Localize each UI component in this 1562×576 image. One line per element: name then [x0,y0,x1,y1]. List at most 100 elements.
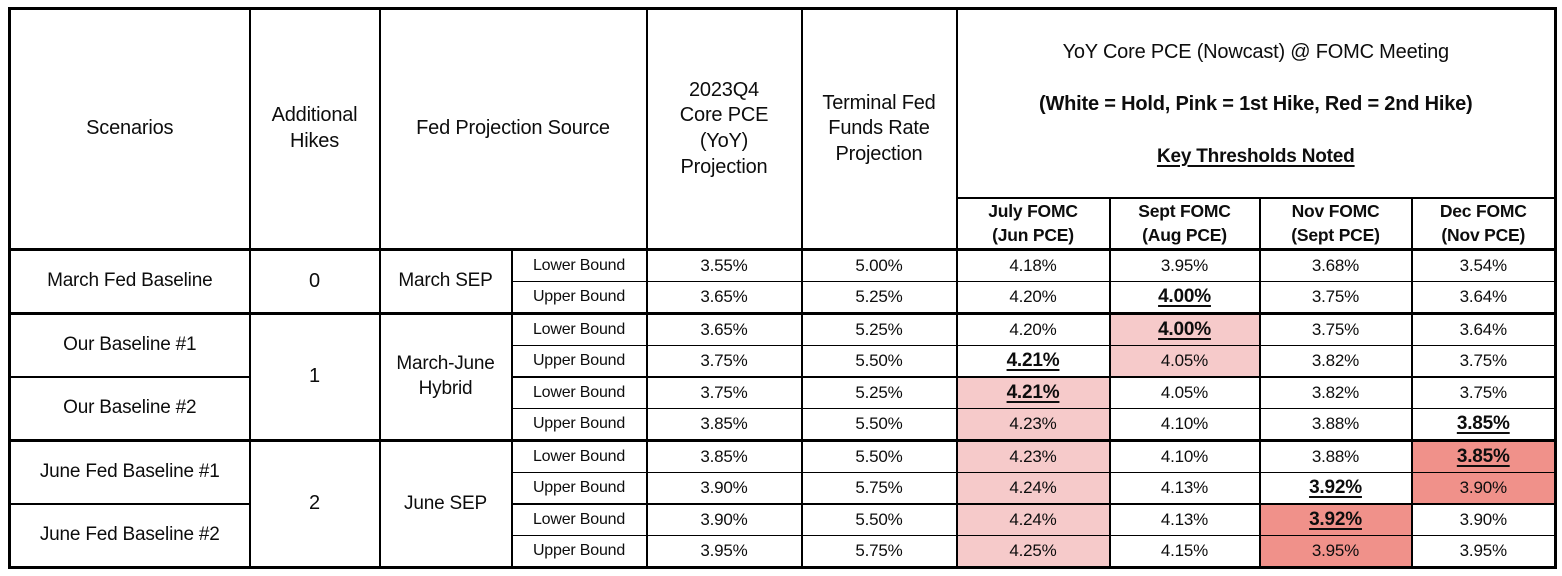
table-body: March Fed Baseline 0 March SEP Lower Bound 3… [8,247,1557,568]
table-row: June Fed Baseline #2 Lower Bound 3.90% 5.50… [8,502,1557,568]
terminal-rate-cell: 5.50% [800,344,958,378]
fomc-cell-july: 4.18% [955,247,1111,282]
terminal-rate-cell: 5.75% [800,534,958,568]
table-row: Our Baseline #1 1 March-June Hybrid Lower B… [8,311,1557,441]
fomc-cell-sept: 4.05% [1108,344,1261,378]
fomc-cell-dec: 3.64% [1410,311,1557,346]
fomc-cell-nov: 3.68% [1258,247,1413,282]
fomc-cell-sept: 4.00% [1108,280,1261,314]
fomc-cell-july: 4.21% [955,375,1111,409]
nowcast-thresholds-note: Key Thresholds Noted [1156,145,1355,167]
bound-cell: Upper Bound [510,534,648,568]
bound-cell: Lower Bound [510,438,648,473]
fomc-cell-sept: 4.05% [1108,375,1261,409]
bound-cell: Lower Bound [510,311,648,346]
col-header-terminal-rate: Terminal Fed Funds Rate Projection [800,7,958,251]
fomc-cell-sept: 4.10% [1108,438,1261,473]
col-header-nov-fomc: Nov FOMC (Sept PCE) [1258,196,1413,251]
table-row: March Fed Baseline 0 March SEP Lower Bound 3… [8,247,1557,314]
bound-cell: Upper Bound [510,344,648,378]
fomc-cell-dec: 3.90% [1410,502,1557,536]
scenario-cell: March Fed Baseline [8,247,251,314]
fomc-cell-dec: 3.85% [1410,407,1557,441]
bound-cell: Upper Bound [510,407,648,441]
scenario-cell: Our Baseline #2 [8,375,251,441]
projection-source-cell: March SEP [378,247,513,314]
core-pce-cell: 3.65% [645,311,803,346]
fomc-cell-sept: 4.15% [1108,534,1261,568]
fomc-cell-july: 4.25% [955,534,1111,568]
col-header-july-fomc: July FOMC (Jun PCE) [955,196,1111,251]
table-row: June Fed Baseline #1 2 June SEP Lower Bound… [8,438,1557,568]
additional-hikes-cell: 0 [248,247,381,314]
fomc-cell-sept: 4.10% [1108,407,1261,441]
fomc-cell-nov: 3.75% [1258,280,1413,314]
fomc-cell-dec: 3.75% [1410,344,1557,378]
core-pce-cell: 3.95% [645,534,803,568]
core-pce-cell: 3.75% [645,375,803,409]
fomc-cell-july: 4.24% [955,502,1111,536]
fomc-cell-july: 4.20% [955,311,1111,346]
table-row: Upper Bound 3.85% 5.50% 4.23% 4.10% 3.88% 3.85… [10,407,1557,441]
terminal-rate-cell: 5.50% [800,502,958,536]
bound-cell: Upper Bound [510,280,648,314]
terminal-rate-cell: 5.75% [800,471,958,505]
fomc-cell-dec: 3.54% [1410,247,1557,282]
col-header-fed-projection-source: Fed Projection Source [378,7,648,251]
projection-source-cell: June SEP [378,438,513,568]
core-pce-cell: 3.55% [645,247,803,282]
nowcast-title: YoY Core PCE (Nowcast) @ FOMC Meeting [1062,40,1450,63]
fomc-cell-nov: 3.75% [1258,311,1413,346]
col-header-core-pce-projection: 2023Q4 Core PCE (YoY) Projection [645,7,803,251]
scenario-cell: June Fed Baseline #2 [8,502,251,568]
col-header-dec-fomc: Dec FOMC (Nov PCE) [1410,196,1557,251]
fomc-cell-july: 4.20% [955,280,1111,314]
terminal-rate-cell: 5.50% [800,438,958,473]
fomc-cell-sept: 4.13% [1108,471,1261,505]
col-header-additional-hikes: Additional Hikes [248,7,381,251]
fomc-cell-dec: 3.75% [1410,375,1557,409]
fomc-cell-dec: 3.95% [1410,534,1557,568]
projection-source-cell: March-June Hybrid [378,311,513,441]
fomc-cell-sept: 4.13% [1108,502,1261,536]
fomc-cell-july: 4.23% [955,438,1111,473]
additional-hikes-cell: 2 [248,438,381,568]
fomc-cell-dec: 3.64% [1410,280,1557,314]
terminal-rate-cell: 5.25% [800,280,958,314]
scenario-cell: June Fed Baseline #1 [8,438,251,505]
nowcast-color-legend: (White = Hold, Pink = 1st Hike, Red = 2n… [1039,92,1473,115]
terminal-rate-cell: 5.25% [800,375,958,409]
bound-cell: Lower Bound [510,502,648,536]
col-header-nowcast-group: YoY Core PCE (Nowcast) @ FOMC Meeting (W… [955,7,1557,199]
scenario-cell: Our Baseline #1 [8,311,251,378]
fomc-cell-nov: 3.82% [1258,375,1413,409]
table-row: Upper Bound 3.65% 5.25% 4.20% 4.00% 3.75% 3.64… [10,280,1557,314]
core-pce-cell: 3.90% [645,471,803,505]
fomc-cell-nov: 3.82% [1258,344,1413,378]
table-row: Our Baseline #2 Lower Bound 3.75% 5.25% 4.21… [8,375,1557,441]
col-header-sept-fomc: Sept FOMC (Aug PCE) [1108,196,1261,251]
bound-cell: Lower Bound [510,375,648,409]
fomc-cell-nov: 3.88% [1258,438,1413,473]
bound-cell: Upper Bound [510,471,648,505]
fomc-cell-july: 4.24% [955,471,1111,505]
fomc-cell-july: 4.23% [955,407,1111,441]
bound-cell: Lower Bound [510,247,648,282]
table-header: Scenarios Additional Hikes Fed Projectio… [8,7,1557,251]
table-row: Upper Bound 3.75% 5.50% 4.21% 4.05% 3.82% 3.75… [10,344,1557,378]
fomc-cell-nov: 3.92% [1258,471,1413,505]
core-pce-cell: 3.90% [645,502,803,536]
terminal-rate-cell: 5.00% [800,247,958,282]
fomc-cell-july: 4.21% [955,344,1111,378]
fomc-cell-sept: 4.00% [1108,311,1261,346]
fomc-cell-nov: 3.95% [1258,534,1413,568]
fed-scenarios-table: Scenarios Additional Hikes Fed Projectio… [8,7,1558,569]
terminal-rate-cell: 5.50% [800,407,958,441]
fomc-cell-sept: 3.95% [1108,247,1261,282]
core-pce-cell: 3.85% [645,407,803,441]
fomc-cell-nov: 3.88% [1258,407,1413,441]
fomc-cell-nov: 3.92% [1258,502,1413,536]
core-pce-cell: 3.65% [645,280,803,314]
core-pce-cell: 3.85% [645,438,803,473]
